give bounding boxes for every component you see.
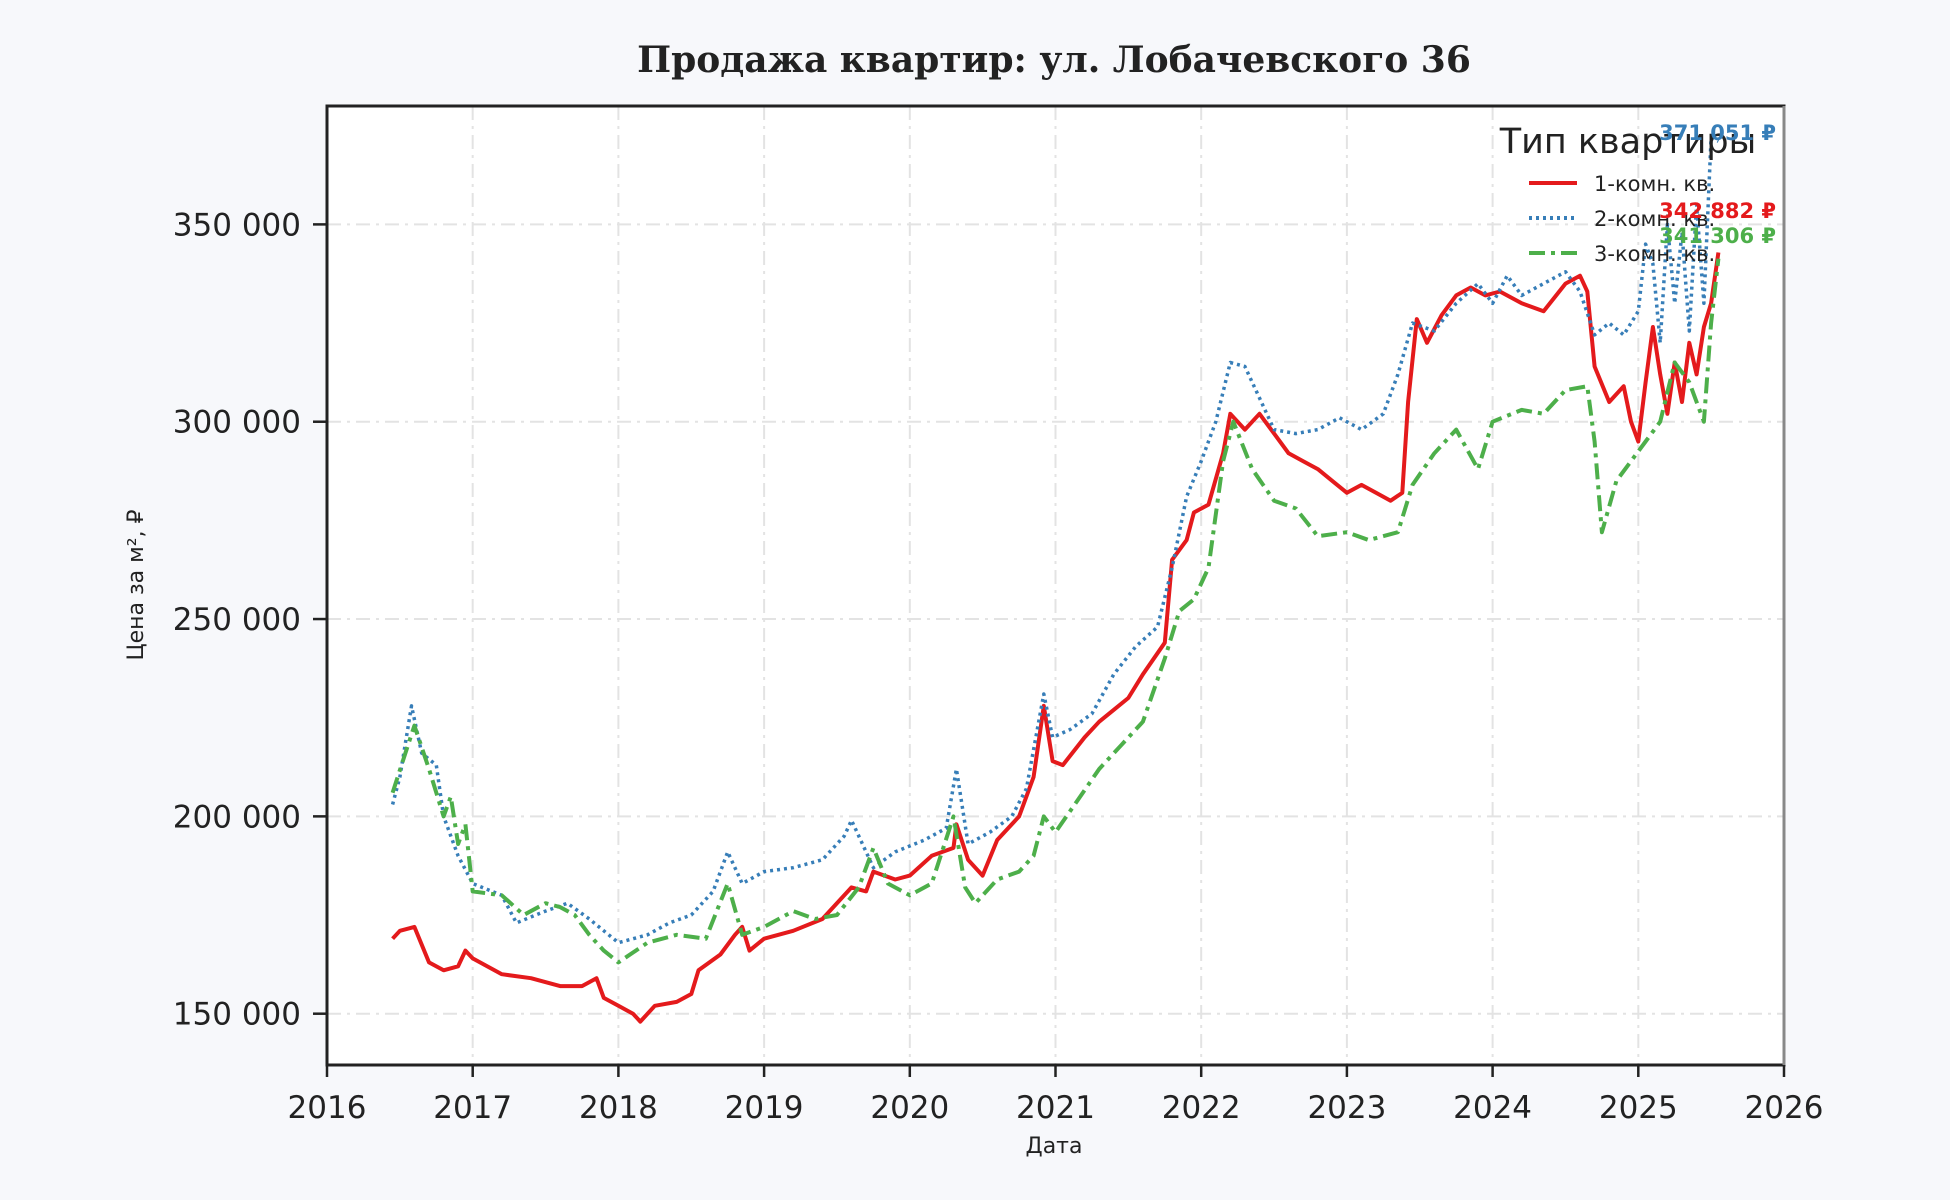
y-tick-label: 350 000 [173,207,301,243]
series-layer [390,135,1721,1024]
x-tick-label: 2018 [579,1090,658,1126]
y-tick-label: 150 000 [173,997,301,1033]
y-tick-label: 250 000 [173,602,301,638]
x-tick-label: 2019 [725,1090,804,1126]
series-line-3 [390,258,1721,965]
legend-label-3: 3-комн. кв. [1594,242,1715,266]
x-tick-label: 2026 [1745,1090,1824,1126]
x-tick-label: 2024 [1453,1090,1532,1126]
x-tick-label: 2023 [1307,1090,1386,1126]
x-tick-label: 2020 [870,1090,949,1126]
y-axis-label: Цена за м², ₽ [124,509,149,660]
legend: Тип квартиры 1-комн. кв. 2-комн. кв. 3-ком… [1499,122,1757,266]
series-line-2 [390,135,1720,945]
x-tick-label: 2022 [1162,1090,1241,1126]
last-value-label-3: 341 306 ₽ [1659,224,1776,248]
y-tick-label: 300 000 [173,405,301,441]
y-tick-label: 200 000 [173,799,301,835]
x-tick-label: 2017 [433,1090,512,1126]
x-axis-label: Дата [1026,1134,1083,1159]
series-line-1 [391,252,1721,1024]
x-tick-label: 2021 [1016,1090,1095,1126]
legend-label-1: 1-комн. кв. [1594,172,1715,196]
last-value-label-2: 371 051 ₽ [1659,121,1776,145]
last-value-labels: 342 882 ₽ 371 051 ₽ 341 306 ₽ [1659,121,1776,248]
grid [326,106,1785,1065]
chart-title: Продажа квартир: ул. Лобачевского 36 [637,39,1471,81]
last-value-label-1: 342 882 ₽ [1659,199,1776,223]
legend-label-2: 2-комн. кв. [1594,207,1715,231]
x-axis: 2016 2017 2018 2019 2020 2021 2022 2023 2024 2025… [288,1065,1824,1126]
x-tick-label: 2025 [1599,1090,1678,1126]
y-axis: 150 000 200 000 250 000 300 000 350 000 [173,207,327,1033]
legend-title: Тип квартиры [1499,122,1757,162]
x-tick-label: 2016 [288,1090,367,1126]
